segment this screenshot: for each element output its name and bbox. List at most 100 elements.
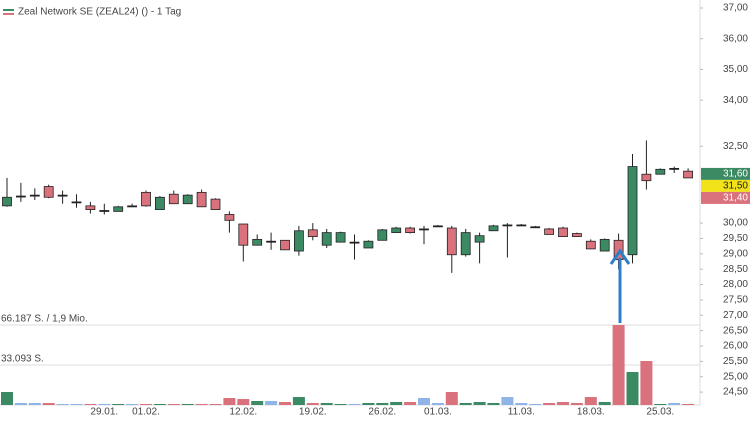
- y-tick-label: 28,50: [723, 264, 748, 275]
- candle-body: [335, 232, 346, 243]
- volume-bar: [306, 403, 319, 405]
- volume-bar: [348, 403, 361, 405]
- x-tick-label: 11.03.: [508, 407, 535, 418]
- volume-bar: [28, 403, 41, 405]
- volume-bar: [14, 403, 27, 405]
- volume-bar: [515, 403, 528, 405]
- candle-body: [627, 166, 638, 256]
- candle-body: [558, 227, 568, 238]
- volume-bar: [431, 403, 444, 405]
- volume-bar: [237, 399, 250, 405]
- x-tick-label: 01.02.: [132, 407, 160, 418]
- volume-bar: [404, 401, 417, 405]
- volume-bar: [167, 403, 180, 405]
- volume-bar: [181, 403, 194, 405]
- y-tick-label: 25,00: [723, 371, 748, 382]
- candle-body: [29, 194, 40, 197]
- volume-bar: [445, 392, 458, 405]
- volume-bar: [195, 403, 208, 405]
- candle-body: [15, 195, 26, 198]
- chart-title: Zeal Network SE (ZEAL24) () - 1 Tag: [18, 7, 181, 18]
- candle-body: [544, 228, 554, 235]
- volume-bar: [682, 403, 695, 405]
- y-tick-label: 30,00: [723, 218, 748, 229]
- y-tick-label: 36,00: [723, 33, 748, 44]
- candle-body: [113, 206, 124, 212]
- candle-body: [585, 240, 596, 250]
- candle-body: [349, 241, 360, 244]
- volume-bar: [584, 397, 597, 405]
- candle-body: [57, 194, 68, 197]
- volume-tick-label: 66.187 S. / 1,9 Mio.: [1, 314, 88, 325]
- candle-body: [432, 225, 443, 228]
- volume-bar: [640, 361, 653, 405]
- y-tick-label: 34,00: [723, 95, 748, 106]
- candle-body: [502, 224, 513, 227]
- volume-bar: [668, 403, 681, 405]
- volume-bar: [654, 403, 667, 405]
- x-tick-label: 26.02.: [368, 407, 396, 418]
- volume-bar: [320, 403, 333, 405]
- volume-bar: [557, 401, 569, 405]
- annotation-arrow: [609, 248, 631, 323]
- candle-body: [43, 186, 54, 198]
- volume-bar: [84, 403, 97, 405]
- candle-body: [599, 238, 610, 252]
- candle-body: [419, 228, 429, 231]
- candle-body: [280, 239, 290, 251]
- candle-body: [655, 168, 666, 175]
- volume-bar: [70, 403, 83, 405]
- candle-body: [168, 193, 179, 205]
- candle-body: [572, 233, 582, 238]
- price-marker: [701, 191, 750, 204]
- x-tick-label: 25.03.: [646, 407, 674, 418]
- candle-body: [516, 224, 527, 227]
- volume-bar: [112, 403, 125, 405]
- y-tick-label: 27,50: [723, 295, 748, 306]
- candle-body: [210, 198, 221, 210]
- candle-body: [2, 196, 12, 207]
- x-tick-label: 12.02.: [229, 407, 257, 418]
- candle-body: [182, 194, 193, 205]
- volume-bar: [543, 403, 556, 405]
- candle-body: [377, 229, 388, 241]
- candle-body: [71, 201, 82, 204]
- candle-body: [293, 230, 304, 252]
- y-tick-label: 32,50: [723, 141, 748, 152]
- x-tick-label: 01.03.: [424, 407, 452, 418]
- candle-body: [446, 227, 457, 256]
- candle-body: [141, 191, 151, 207]
- price-marker-label: 31,60: [723, 169, 748, 180]
- volume-bar: [265, 401, 278, 405]
- price-marker: [701, 179, 750, 192]
- candle-body: [238, 223, 249, 246]
- y-tick-label: 28,00: [723, 279, 748, 290]
- arrow-head: [609, 248, 631, 265]
- volume-bar: [362, 403, 375, 405]
- candle-body: [474, 235, 485, 243]
- x-tick-label: 19.02.: [299, 407, 327, 418]
- candle-body: [488, 225, 499, 232]
- candle-body: [641, 173, 652, 182]
- candle-body: [154, 196, 165, 210]
- candle-body: [391, 227, 402, 234]
- candle-body: [252, 238, 263, 246]
- volume-bar: [126, 403, 139, 405]
- candle-body: [99, 210, 110, 212]
- volume-bar: [251, 401, 264, 405]
- candle-body: [127, 205, 137, 208]
- candle-body: [196, 191, 207, 208]
- volume-bar: [418, 397, 430, 405]
- y-tick-label: 29,00: [723, 248, 748, 259]
- volume-bar: [626, 372, 639, 405]
- y-tick-label: 35,00: [723, 64, 748, 75]
- candle-body: [530, 226, 541, 229]
- candle-body: [363, 240, 374, 249]
- volume-bar: [473, 401, 486, 405]
- volume-bar: [334, 403, 347, 405]
- price-marker-label: 31,40: [723, 193, 748, 204]
- volume-bar: [376, 403, 389, 405]
- volume-bar: [279, 401, 291, 405]
- candle-body: [405, 227, 416, 234]
